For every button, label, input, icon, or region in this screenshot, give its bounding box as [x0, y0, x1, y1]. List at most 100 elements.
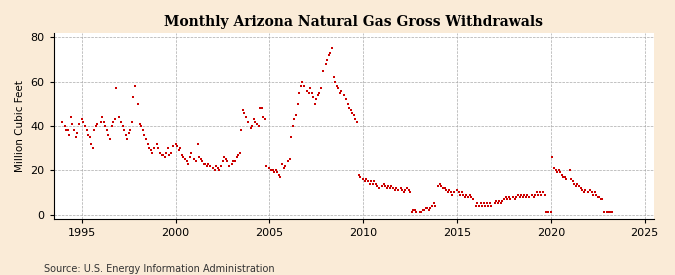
Point	[289, 117, 300, 122]
Point	[494, 199, 505, 204]
Point	[190, 159, 201, 164]
Point	[248, 117, 259, 122]
Point	[504, 195, 514, 199]
Point	[568, 179, 578, 183]
Point	[202, 164, 213, 168]
Point	[485, 201, 495, 206]
Point	[348, 113, 359, 117]
Point	[217, 159, 228, 164]
Point	[541, 210, 551, 214]
Point	[391, 186, 402, 190]
Point	[155, 150, 165, 155]
Point	[236, 128, 247, 133]
Point	[547, 155, 558, 159]
Point	[283, 159, 294, 164]
Point	[219, 155, 230, 159]
Point	[158, 153, 169, 157]
Point	[120, 133, 131, 137]
Point	[208, 166, 219, 170]
Point	[288, 124, 298, 128]
Point	[377, 183, 387, 188]
Point	[277, 161, 288, 166]
Point	[347, 111, 358, 115]
Point	[209, 168, 220, 172]
Point	[410, 208, 421, 212]
Point	[145, 148, 156, 153]
Point	[239, 111, 250, 115]
Point	[140, 137, 151, 141]
Point	[572, 181, 583, 186]
Point	[264, 166, 275, 170]
Point	[180, 157, 190, 161]
Point	[593, 195, 603, 199]
Point	[477, 204, 487, 208]
Point	[514, 195, 525, 199]
Point	[170, 141, 181, 146]
Point	[444, 188, 455, 192]
Point	[172, 144, 183, 148]
Point	[435, 181, 446, 186]
Point	[589, 190, 600, 195]
Point	[392, 188, 403, 192]
Point	[576, 188, 587, 192]
Point	[456, 190, 467, 195]
Point	[291, 113, 302, 117]
Point	[339, 93, 350, 97]
Point	[252, 122, 263, 126]
Point	[223, 164, 234, 168]
Point	[530, 192, 541, 197]
Point	[95, 119, 106, 124]
Point	[495, 201, 506, 206]
Point	[220, 157, 231, 161]
Point	[411, 210, 422, 214]
Point	[359, 179, 370, 183]
Title: Monthly Arizona Natural Gas Gross Withdrawals: Monthly Arizona Natural Gas Gross Withdr…	[165, 15, 543, 29]
Point	[195, 157, 206, 161]
Point	[273, 172, 284, 177]
Point	[362, 179, 373, 183]
Point	[464, 192, 475, 197]
Point	[184, 155, 195, 159]
Point	[416, 210, 427, 214]
Point	[165, 150, 176, 155]
Point	[442, 190, 453, 195]
Point	[284, 157, 295, 161]
Point	[296, 84, 306, 88]
Point	[601, 210, 612, 214]
Point	[491, 199, 502, 204]
Point	[148, 146, 159, 150]
Point	[510, 197, 520, 201]
Point	[508, 195, 519, 199]
Point	[304, 86, 315, 90]
Point	[396, 186, 406, 190]
Point	[383, 183, 394, 188]
Point	[331, 84, 342, 88]
Point	[580, 188, 591, 192]
Point	[387, 186, 398, 190]
Point	[466, 195, 477, 199]
Point	[101, 128, 112, 133]
Point	[313, 93, 323, 97]
Point	[556, 172, 567, 177]
Point	[406, 210, 417, 214]
Point	[585, 188, 595, 192]
Point	[369, 179, 379, 183]
Point	[321, 62, 331, 66]
Point	[228, 159, 239, 164]
Point	[181, 159, 192, 164]
Point	[403, 188, 414, 192]
Point	[381, 186, 392, 190]
Point	[183, 161, 194, 166]
Point	[373, 186, 384, 190]
Point	[428, 201, 439, 206]
Point	[539, 192, 550, 197]
Point	[371, 181, 381, 186]
Point	[233, 153, 244, 157]
Point	[597, 197, 608, 201]
Point	[400, 188, 411, 192]
Point	[81, 128, 92, 133]
Point	[519, 192, 530, 197]
Point	[417, 208, 428, 212]
Point	[70, 135, 81, 139]
Point	[472, 201, 483, 206]
